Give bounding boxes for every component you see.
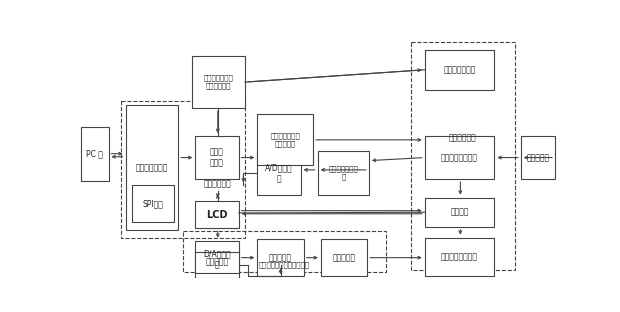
Bar <box>425 136 495 179</box>
Bar <box>425 50 495 90</box>
Bar <box>257 151 301 194</box>
Bar <box>521 136 555 179</box>
Text: 压电陶瓷阵列模块: 压电陶瓷阵列模块 <box>441 252 478 261</box>
Bar <box>192 56 245 108</box>
Bar <box>131 185 174 222</box>
Text: 电磁铁阵列激励
信号生成模块: 电磁铁阵列激励 信号生成模块 <box>204 75 233 90</box>
Bar <box>195 201 239 228</box>
Bar <box>121 100 245 238</box>
Text: PC 机: PC 机 <box>86 149 103 158</box>
Bar <box>81 127 108 181</box>
Bar <box>195 136 239 179</box>
Text: 功率放大器: 功率放大器 <box>332 253 356 262</box>
Text: 电极阵列激励信
号生成模块: 电极阵列激励信 号生成模块 <box>270 133 300 147</box>
Text: 操作者手指: 操作者手指 <box>526 153 549 162</box>
Text: SPI模块: SPI模块 <box>142 199 163 208</box>
Bar <box>317 151 369 194</box>
Text: 信号发生器: 信号发生器 <box>205 258 229 267</box>
Text: 电磁铁阵列模块: 电磁铁阵列模块 <box>443 65 476 74</box>
Text: 模拟乘法器: 模拟乘法器 <box>269 253 292 262</box>
Bar <box>410 42 515 270</box>
Text: 手指位置检测模
块: 手指位置检测模 块 <box>329 166 358 180</box>
Bar <box>425 197 495 227</box>
Text: 逻辑控
制模块: 逻辑控 制模块 <box>210 148 224 168</box>
Text: 触觉再现模块: 触觉再现模块 <box>449 133 477 142</box>
Text: 压电陶瓷激励信号生成模块: 压电陶瓷激励信号生成模块 <box>259 262 310 268</box>
Bar <box>425 238 495 276</box>
Bar <box>195 251 239 273</box>
Bar <box>125 105 179 230</box>
Text: A/D转换模
块: A/D转换模 块 <box>265 163 293 183</box>
Text: 嵌入式微处理器: 嵌入式微处理器 <box>136 163 168 172</box>
Text: 显示模块: 显示模块 <box>450 208 469 217</box>
Text: LCD: LCD <box>206 210 228 220</box>
Text: 透明电极阵列模块: 透明电极阵列模块 <box>441 153 478 162</box>
Text: 中央控制模块: 中央控制模块 <box>203 179 231 188</box>
Bar <box>257 115 313 165</box>
Bar <box>195 241 239 278</box>
Bar <box>183 232 386 271</box>
Bar <box>257 239 304 276</box>
Text: D/A转换模
块: D/A转换模 块 <box>203 249 231 269</box>
Bar <box>321 239 367 276</box>
